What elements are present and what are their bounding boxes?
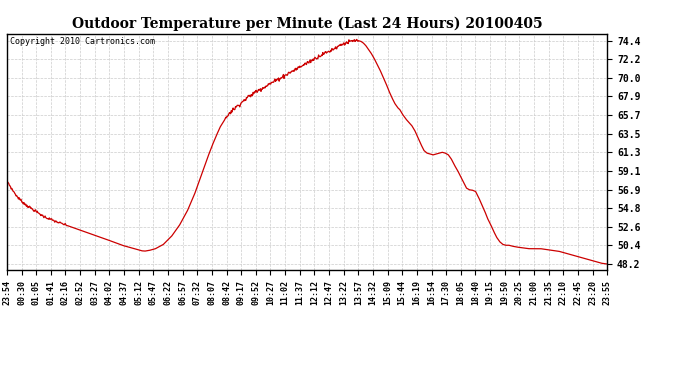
Text: Copyright 2010 Cartronics.com: Copyright 2010 Cartronics.com	[10, 37, 155, 46]
Title: Outdoor Temperature per Minute (Last 24 Hours) 20100405: Outdoor Temperature per Minute (Last 24 …	[72, 17, 542, 31]
